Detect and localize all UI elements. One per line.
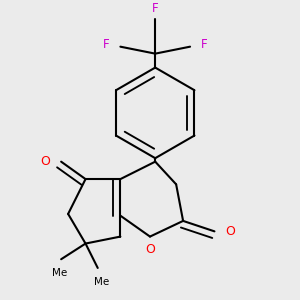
Text: O: O	[40, 155, 50, 168]
Text: O: O	[225, 225, 235, 238]
Text: F: F	[152, 2, 158, 15]
Text: F: F	[103, 38, 110, 51]
Text: F: F	[201, 38, 207, 51]
Text: O: O	[145, 243, 155, 256]
Text: Me: Me	[52, 268, 67, 278]
Text: Me: Me	[94, 277, 109, 287]
